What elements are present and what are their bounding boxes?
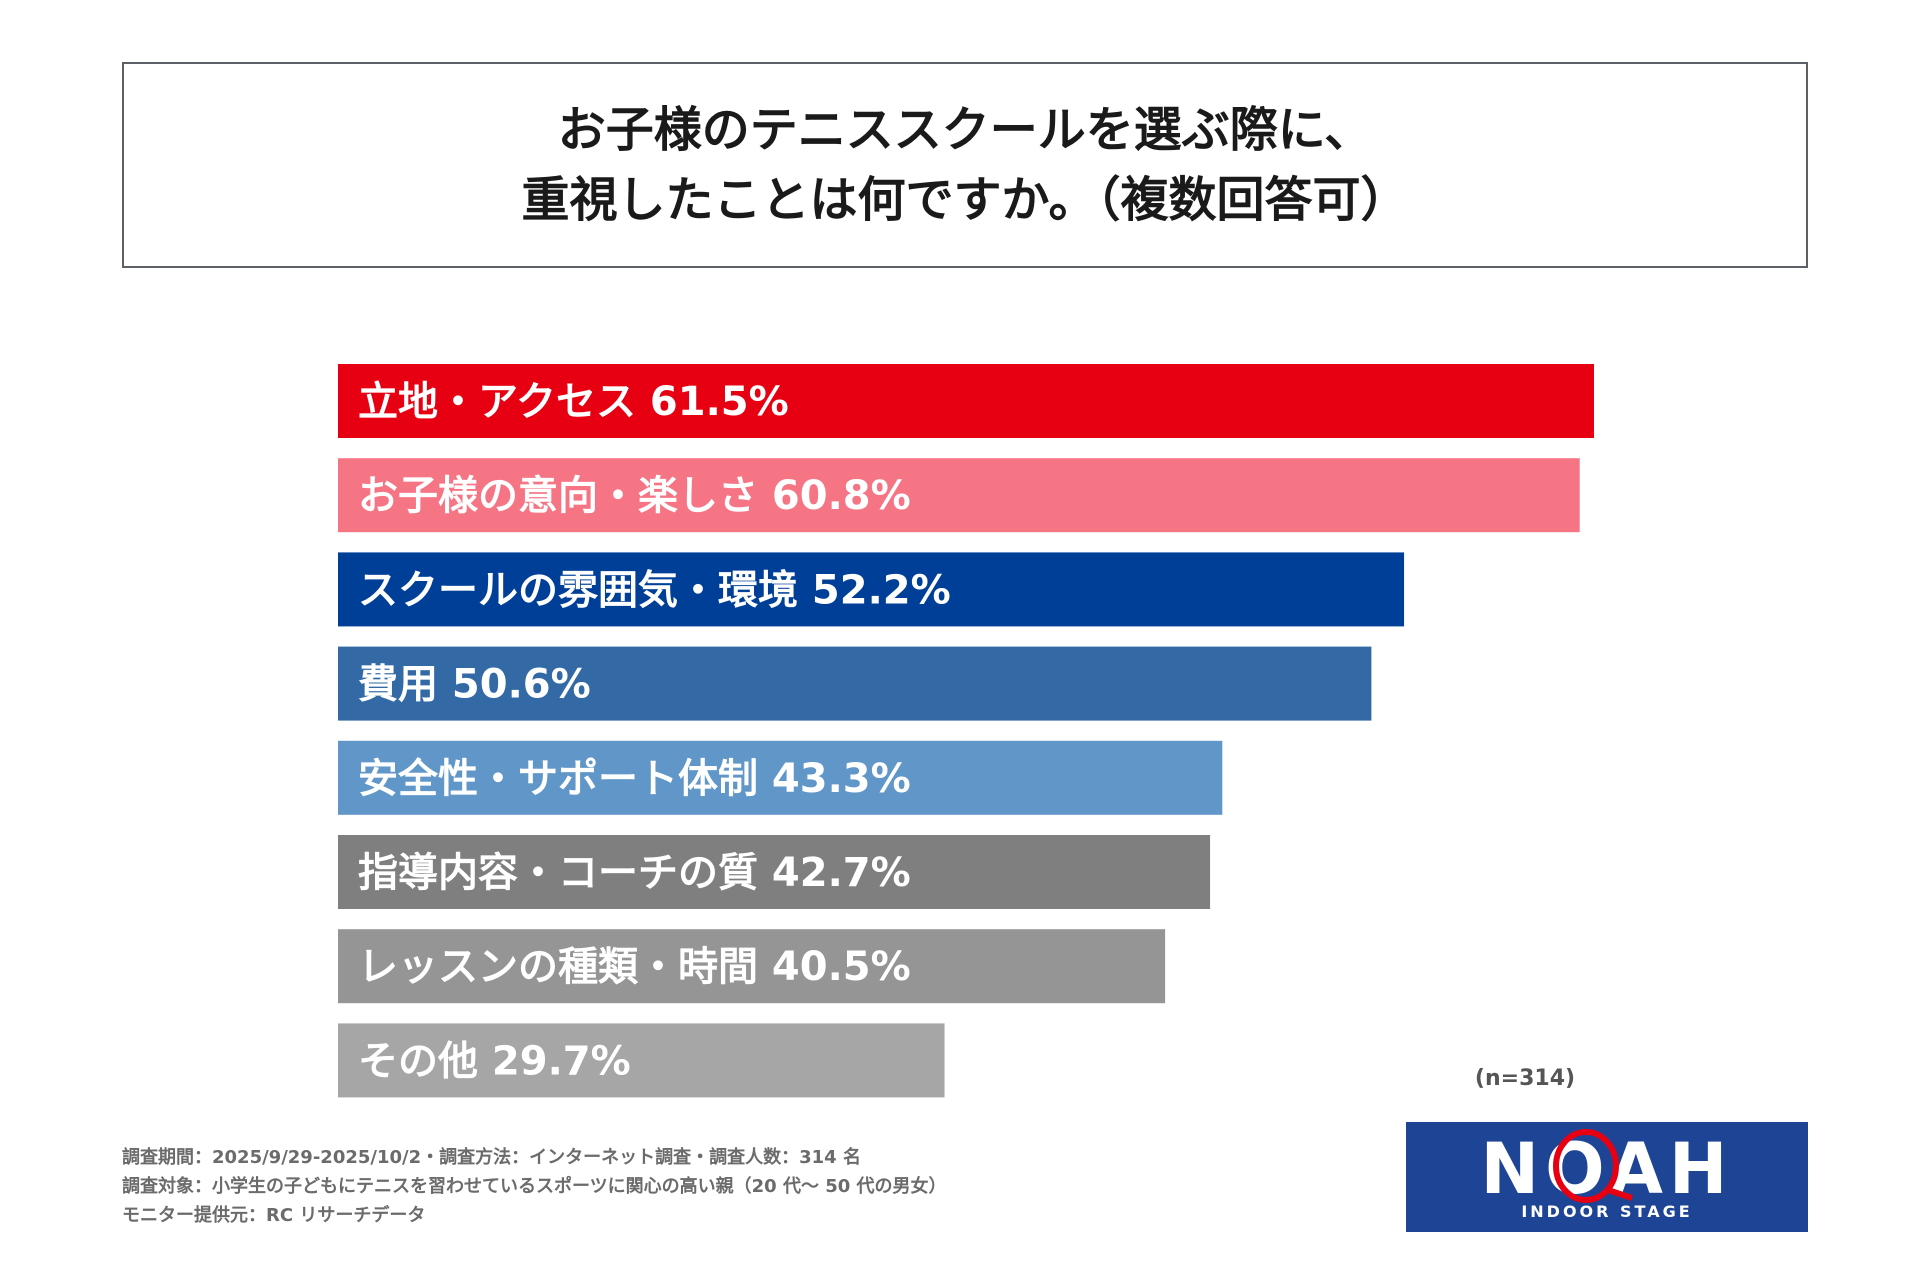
racket-handle xyxy=(1607,1187,1633,1201)
noah-logo: NOAH INDOOR STAGE xyxy=(1406,1122,1808,1232)
tennis-racket-icon xyxy=(1553,1129,1633,1203)
survey-target-line: 調査対象：小学生の子どもにテニスを習わせているスポーツに関心の高い親（20 代～… xyxy=(122,1176,947,1197)
survey-provider-line: モニター提供元：RC リサーチデータ xyxy=(122,1205,426,1226)
bar-label-8: その他 29.7% xyxy=(358,1038,631,1084)
bar-2 xyxy=(338,458,1580,533)
survey-period-line: 調査期間：2025/9/29-2025/10/2・調査方法：インターネット調査・… xyxy=(122,1147,861,1168)
chart-title-line-1: お子様のテニススクールを選ぶ際に、 xyxy=(557,102,1373,158)
sample-size-label: (n=314) xyxy=(1474,1066,1576,1091)
bar-label-7: レッスンの種類・時間 40.5% xyxy=(358,944,911,990)
bar-7 xyxy=(338,929,1166,1004)
survey-footer: 調査期間：2025/9/29-2025/10/2・調査方法：インターネット調査・… xyxy=(122,1143,1322,1230)
bar-1 xyxy=(338,364,1594,438)
bar-5 xyxy=(338,740,1223,815)
bar-8 xyxy=(338,1023,945,1098)
bar-label-5: 安全性・サポート体制 43.3% xyxy=(358,756,911,802)
bar-4 xyxy=(338,646,1372,721)
bar-label-6: 指導内容・コーチの質 42.7% xyxy=(358,850,911,896)
chart-title-line-2: 重視したことは何ですか。（複数回答可） xyxy=(521,172,1409,228)
bar-6 xyxy=(338,835,1211,909)
bar-label-3: スクールの雰囲気・環境 52.2% xyxy=(358,567,951,613)
bar-label-1: 立地・アクセス 61.5% xyxy=(358,379,789,425)
bar-3 xyxy=(338,552,1405,627)
bar-label-4: 費用 50.6% xyxy=(358,662,591,708)
title-box: お子様のテニススクールを選ぶ際に、 重視したことは何ですか。（複数回答可） xyxy=(122,62,1808,268)
bar-label-2: お子様の意向・楽しさ 60.8% xyxy=(358,473,911,519)
logo-subtitle: INDOOR STAGE xyxy=(1521,1202,1693,1221)
racket-head xyxy=(1553,1129,1619,1203)
